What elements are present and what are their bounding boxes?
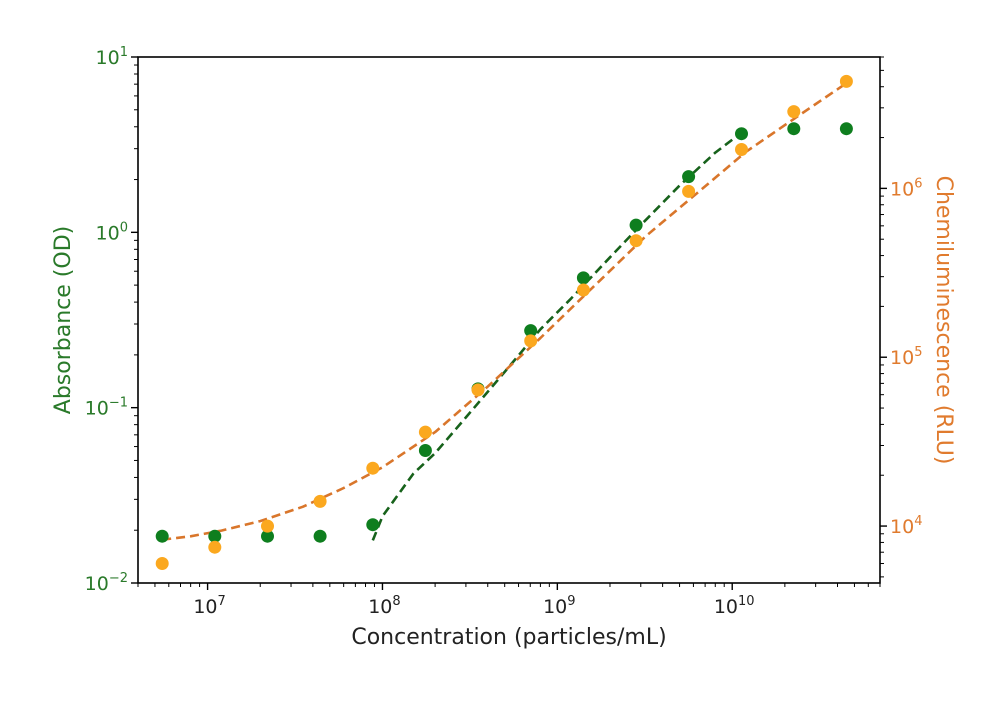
left-fit-curve — [371, 131, 743, 541]
right-data-point — [787, 105, 801, 119]
y-right-tick-label-exp: 4 — [914, 514, 922, 529]
y-left-tick-label: 101 — [96, 45, 128, 69]
right-data-point — [839, 74, 853, 88]
y-right-axis-title: Chemiluminescence (RLU) — [931, 176, 956, 465]
y-right-tick-label-exp: 5 — [914, 345, 922, 360]
right-data-point — [155, 557, 169, 570]
left-data-point — [629, 218, 643, 232]
y-right-tick-label: 106 — [890, 176, 922, 200]
right-data-point — [629, 234, 643, 248]
data-points — [155, 74, 853, 570]
y-left-tick-label-base: 10 — [96, 222, 120, 244]
right-data-point — [682, 184, 696, 198]
right-data-point — [261, 519, 274, 533]
left-data-point — [313, 529, 327, 543]
y-left-tick-label-exp: −1 — [109, 396, 128, 411]
plot-frame — [137, 56, 881, 584]
left-data-point — [261, 529, 274, 543]
y-left-tick-label: 100 — [96, 220, 128, 244]
x-tick-label-base: 10 — [714, 596, 738, 618]
y-right-tick-label-base: 10 — [890, 347, 914, 369]
y-left-tick-label: 10−2 — [85, 571, 128, 595]
left-data-point — [418, 444, 432, 457]
y-right-tick-label-base: 10 — [890, 516, 914, 538]
x-tick-label-exp: 7 — [218, 594, 226, 609]
left-data-point — [735, 127, 748, 141]
left-data-point — [155, 529, 169, 543]
left-data-point — [787, 122, 801, 136]
right-data-point — [576, 283, 590, 297]
right-data-point — [735, 143, 748, 156]
right-data-point — [366, 461, 380, 475]
left-data-point — [366, 518, 380, 532]
x-axis-title: Concentration (particles/mL) — [351, 625, 666, 650]
x-tick-label-exp: 8 — [392, 594, 400, 609]
x-tick-label: 109 — [543, 594, 575, 618]
x-tick-label-exp: 9 — [567, 594, 575, 609]
y-right-tick-label-exp: 6 — [914, 176, 922, 191]
y-left-tick-label: 10−1 — [85, 396, 128, 420]
x-tick-label: 108 — [368, 594, 400, 618]
left-data-point — [576, 271, 590, 285]
left-data-point — [839, 122, 853, 136]
y-left-tick-label-exp: 1 — [120, 45, 128, 60]
x-tick-label: 1010 — [714, 594, 755, 618]
y-right-tick-label-base: 10 — [890, 178, 914, 200]
y-left-tick-label-base: 10 — [85, 573, 109, 595]
right-data-point — [208, 540, 222, 554]
y-left-tick-label-exp: 0 — [120, 220, 128, 235]
y-left-tick-label-exp: −2 — [109, 571, 128, 586]
x-tick-label-base: 10 — [543, 596, 567, 618]
left-data-point — [524, 324, 538, 338]
y-left-tick-label-base: 10 — [96, 47, 120, 69]
left-data-point — [682, 170, 696, 184]
y-left-axis-title: Absorbance (OD) — [51, 226, 76, 414]
y-left-tick-label-base: 10 — [85, 398, 109, 420]
right-data-point — [418, 425, 432, 439]
right-data-point — [471, 383, 485, 397]
x-tick-label-base: 10 — [368, 596, 392, 618]
right-data-point — [524, 334, 538, 348]
right-data-point — [313, 494, 327, 508]
y-right-tick-label: 104 — [890, 514, 922, 538]
fit-curves — [162, 82, 848, 541]
y-right-tick-label: 105 — [890, 345, 922, 369]
x-tick-label-base: 10 — [193, 596, 217, 618]
x-tick-label-exp: 10 — [738, 594, 755, 609]
left-data-point — [208, 529, 222, 543]
x-tick-label: 107 — [193, 594, 225, 618]
